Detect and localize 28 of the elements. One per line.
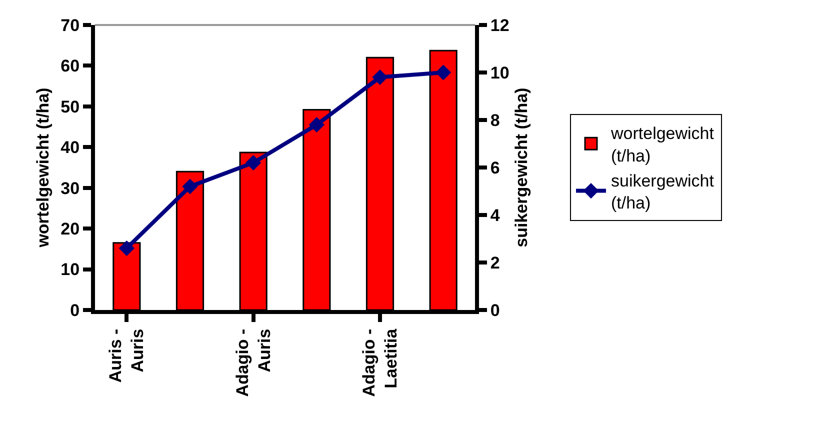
y-tick-label: 70 xyxy=(60,16,80,35)
y-tick-label: 20 xyxy=(60,220,80,239)
y2-tick-label: 8 xyxy=(490,110,500,130)
y2-tick-label: 0 xyxy=(490,300,500,320)
legend-label: wortelgewicht (t/ha) xyxy=(610,124,714,166)
x-tick-label: Adagio - Auris xyxy=(232,328,274,397)
y2-tick-label: 6 xyxy=(490,158,500,178)
y2-axis-title: suikergewicht (t/ha) xyxy=(512,88,532,248)
point xyxy=(372,69,388,86)
x-tick-label: Adagio - Laetitia xyxy=(359,328,401,397)
y-tick-label: 10 xyxy=(60,260,80,280)
x-tick-label: Auris - Auris xyxy=(106,328,148,383)
y-tick-label: 40 xyxy=(60,138,80,158)
point xyxy=(436,64,452,80)
y2-tick-label: 12 xyxy=(490,16,510,35)
y-axis-title: wortelgewicht (t/ha) xyxy=(34,88,53,248)
y-tick-label: 30 xyxy=(60,178,80,198)
point xyxy=(308,116,324,133)
point xyxy=(246,154,262,171)
y-tick-label: 50 xyxy=(60,97,80,116)
y2-tick-label: 2 xyxy=(490,253,500,272)
y2-tick-label: 10 xyxy=(490,63,510,82)
y2-tick-label: 4 xyxy=(490,206,500,225)
point xyxy=(182,178,198,194)
y-tick-label: 60 xyxy=(60,56,80,76)
point xyxy=(118,240,134,256)
y-tick-label: 0 xyxy=(70,300,80,320)
legend-label: suikergewicht (t/ha) xyxy=(611,171,714,212)
